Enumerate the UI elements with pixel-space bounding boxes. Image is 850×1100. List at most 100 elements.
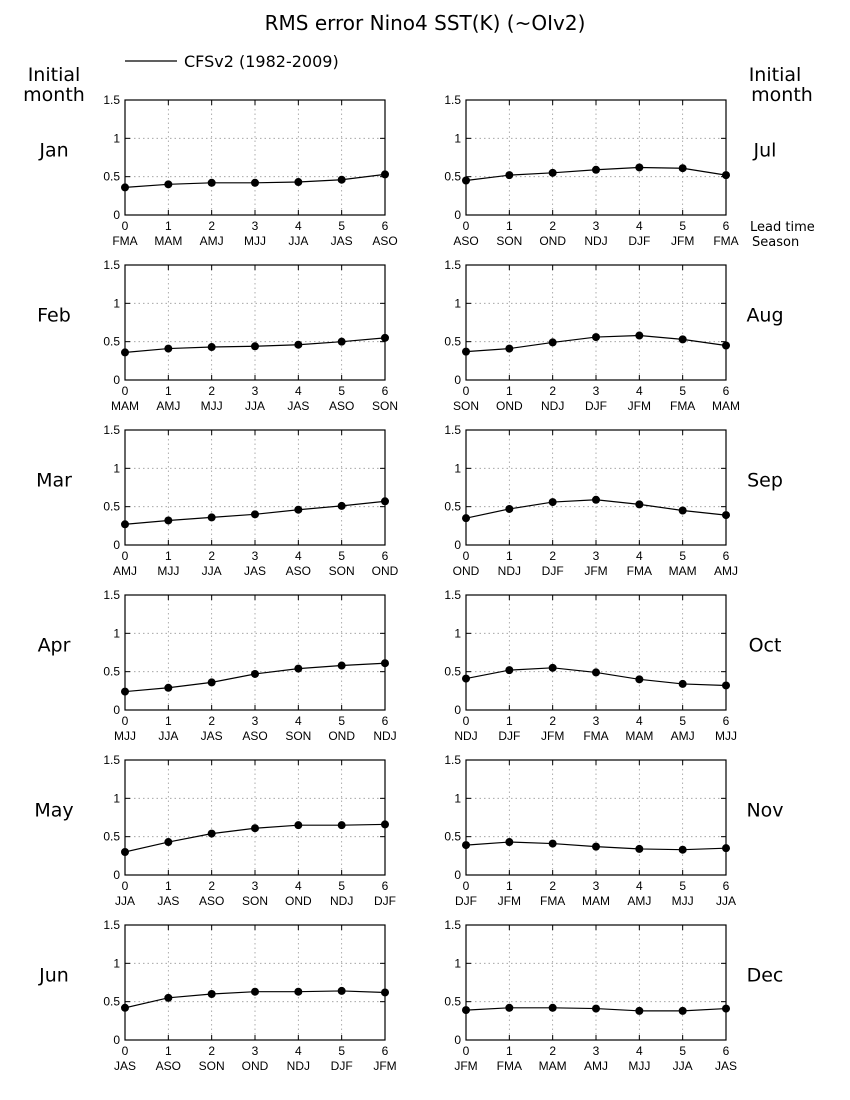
plot-frame (465, 924, 727, 1041)
x-tick-label: 0 (463, 549, 470, 563)
x-tick-label: 1 (165, 879, 172, 893)
season-label: ASO (329, 399, 354, 413)
data-point (462, 674, 470, 683)
x-tick-label: 1 (165, 549, 172, 563)
x-tick-label: 0 (122, 384, 129, 398)
right-header: Initial month (749, 64, 813, 106)
season-label: JAS (715, 1059, 737, 1073)
data-point (678, 164, 687, 173)
x-tick-label: 0 (122, 879, 129, 893)
data-point (635, 331, 644, 340)
data-point (678, 335, 687, 344)
season-label: AMJ (584, 1059, 608, 1073)
y-tick-label: 0 (113, 373, 120, 387)
data-point (635, 675, 644, 684)
data-point (294, 987, 303, 996)
season-label: MJJ (201, 399, 223, 413)
x-tick-label: 6 (723, 879, 730, 893)
season-label: JJA (115, 894, 135, 908)
season-label: NDJ (498, 564, 521, 578)
data-point (548, 839, 557, 848)
data-point (505, 344, 514, 353)
season-label: JFM (541, 729, 564, 743)
x-tick-label: 6 (723, 714, 730, 728)
data-point (505, 504, 514, 513)
x-tick-label: 4 (636, 714, 643, 728)
season-label: NDJ (454, 729, 477, 743)
data-point (548, 663, 557, 672)
y-tick-label: 0.5 (444, 995, 461, 1009)
x-tick-label: 2 (208, 714, 215, 728)
season-label: NDJ (287, 1059, 310, 1073)
season-label: FMA (112, 234, 137, 248)
panel-grid: 00.511.50FMA1MAM2AMJ3MJJ4JJA5JAS6ASOJan0… (34, 93, 783, 1073)
data-point (337, 986, 346, 995)
season-label: MJJ (715, 729, 737, 743)
season-label: JFM (628, 399, 651, 413)
season-label: MJJ (157, 564, 179, 578)
data-point (337, 821, 346, 830)
season-label: MAM (111, 399, 139, 413)
x-tick-label: 1 (506, 1044, 513, 1058)
season-label: MAM (625, 729, 653, 743)
season-label: AMJ (113, 564, 137, 578)
y-tick-label: 0 (454, 373, 461, 387)
x-tick-label: 4 (295, 549, 302, 563)
x-tick-label: 2 (549, 879, 556, 893)
season-label: DJF (542, 564, 564, 578)
data-point (548, 1003, 557, 1012)
x-tick-label: 1 (506, 219, 513, 233)
data-point (462, 514, 470, 523)
data-point (381, 988, 389, 997)
left-header-line-2: month (23, 84, 85, 106)
data-point (164, 993, 173, 1002)
x-tick-label: 4 (636, 1044, 643, 1058)
x-tick-label: 0 (463, 1044, 470, 1058)
season-label: DJF (628, 234, 650, 248)
plot-frame (465, 264, 727, 381)
data-point (207, 343, 216, 352)
season-label: DJF (331, 1059, 353, 1073)
axis-note: Lead time Season (750, 220, 815, 250)
season-label: MJJ (628, 1059, 650, 1073)
x-tick-label: 2 (549, 384, 556, 398)
season-label: JJA (716, 894, 736, 908)
data-point (121, 520, 129, 529)
plot-frame (465, 594, 727, 711)
y-tick-label: 1 (454, 956, 461, 970)
x-tick-label: 6 (382, 384, 389, 398)
season-label: FMA (713, 234, 738, 248)
x-tick-label: 1 (506, 549, 513, 563)
season-label: JAS (114, 1059, 136, 1073)
data-point (164, 516, 173, 525)
data-point (164, 683, 173, 692)
data-point (164, 344, 173, 353)
y-tick-label: 0.5 (103, 170, 120, 184)
y-tick-label: 1 (454, 296, 461, 310)
data-point (678, 679, 687, 688)
x-tick-label: 6 (723, 219, 730, 233)
data-point (251, 669, 259, 678)
x-tick-label: 5 (679, 1044, 686, 1058)
initial-month-label: Feb (37, 304, 71, 326)
data-point (592, 333, 600, 342)
x-tick-label: 4 (636, 219, 643, 233)
x-tick-label: 2 (208, 879, 215, 893)
season-label: DJF (585, 399, 607, 413)
data-point (381, 820, 389, 829)
data-point (381, 333, 389, 342)
x-tick-label: 3 (252, 219, 259, 233)
initial-month-label: May (34, 799, 73, 821)
x-tick-label: 5 (679, 879, 686, 893)
data-point (207, 990, 216, 998)
x-tick-label: 2 (549, 549, 556, 563)
data-point (207, 829, 216, 838)
plot-frame (124, 429, 386, 546)
season-label: ASO (156, 1059, 181, 1073)
x-tick-label: 1 (165, 1044, 172, 1058)
season-label: JAS (244, 564, 266, 578)
initial-month-label: Sep (747, 469, 783, 491)
